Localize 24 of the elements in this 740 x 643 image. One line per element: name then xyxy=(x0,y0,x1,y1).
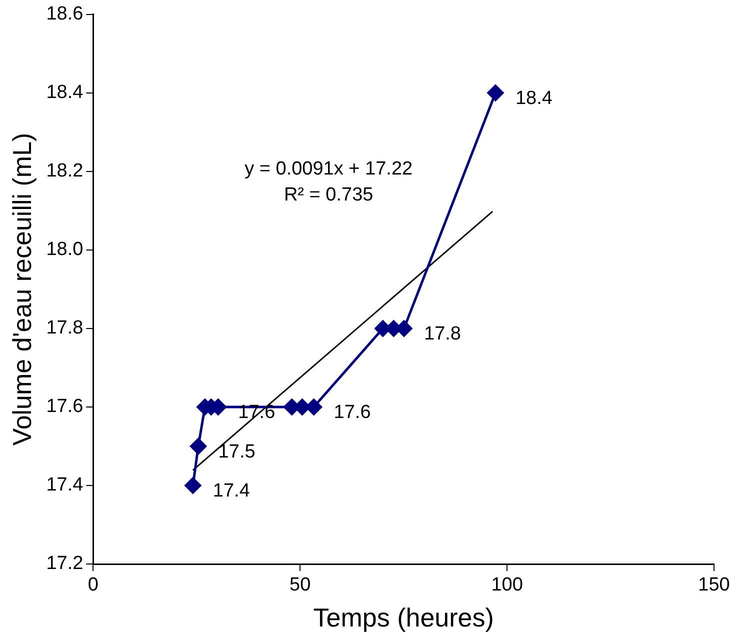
point xyxy=(184,477,202,494)
y-tick-label: 18.0 xyxy=(46,239,84,260)
data-label: 17.5 xyxy=(218,441,256,462)
data-label: 17.4 xyxy=(212,480,250,502)
y-tick-label: 17.8 xyxy=(46,318,84,339)
x-tick-label: 50 xyxy=(290,574,311,596)
annotation: y = 0.0091x + 17.22 xyxy=(244,158,413,180)
point xyxy=(190,438,207,454)
x-tick-label: 150 xyxy=(698,574,730,596)
y-axis-title: Volume d'eau receuilli (mL) xyxy=(6,132,37,446)
x-tick-label: 0 xyxy=(88,574,98,596)
point xyxy=(487,84,504,102)
y-tick-label: 17.6 xyxy=(46,396,84,418)
data-label: 17.8 xyxy=(424,324,461,345)
y-tick-label: 18.4 xyxy=(46,82,84,104)
y-tick-label: 17.4 xyxy=(46,474,84,496)
y-tick-label: 18.2 xyxy=(46,160,84,182)
y-tick-label: 18.6 xyxy=(46,4,84,25)
x-tick-label: 100 xyxy=(491,574,523,596)
y-tick-label: 17.2 xyxy=(46,553,84,574)
x-axis-title: Temps (heures) xyxy=(313,602,494,633)
annotation: R² = 0.735 xyxy=(284,184,374,206)
data-label: 18.4 xyxy=(515,88,553,110)
data-label: 17.6 xyxy=(334,402,371,424)
